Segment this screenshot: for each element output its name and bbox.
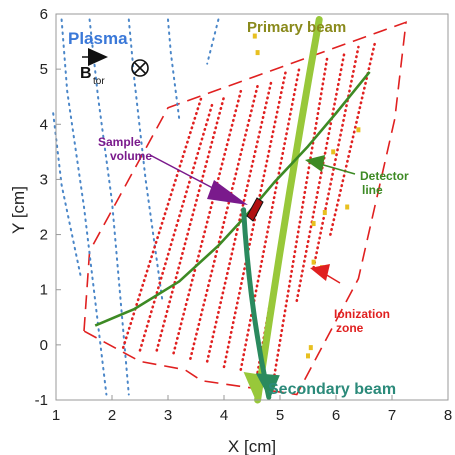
plot-frame	[55, 13, 449, 401]
marker-point-9	[345, 204, 350, 210]
y-tick-label-2: 1	[40, 282, 48, 299]
primary-beam-label: Primary beam	[247, 19, 346, 36]
ionization-trace-1	[138, 100, 215, 352]
field-lines-layer	[52, 18, 220, 396]
ticks-layer: 1 2 3 4 5 6 7 8 -1 0 1 2 3 4 5 6	[35, 6, 453, 424]
b-symbol-label: B	[80, 65, 92, 82]
marker-point-10	[356, 127, 361, 133]
ionization-zone-label-1: Ionization	[334, 307, 390, 321]
beams-layer	[94, 16, 371, 404]
ionization-trace-4	[189, 84, 259, 360]
x-tick-label-3: 4	[220, 407, 228, 424]
x-tick-label-4: 5	[276, 407, 284, 424]
ionization-zone-arrowhead-icon	[310, 264, 330, 281]
ionization-zone-arrow	[324, 273, 341, 284]
b-direction-arrow-icon	[88, 48, 108, 66]
field-line-4	[206, 18, 220, 65]
y-tick-label-3: 2	[40, 227, 48, 244]
x-tick-label-5: 6	[332, 407, 340, 424]
sample-volume-marker	[246, 197, 264, 222]
field-line-2	[127, 18, 164, 302]
ionization-trace-5	[205, 78, 273, 363]
field-line-0	[60, 18, 108, 396]
detector-line-label-2: line	[362, 183, 383, 197]
secondary-beam-label: Secondary beam	[268, 381, 396, 398]
x-tick-label-1: 2	[108, 407, 116, 424]
ionization-trace-2	[155, 95, 226, 352]
ionization-trace-3	[172, 89, 243, 355]
primary-beam-line	[254, 16, 323, 404]
into-page-cross-b	[133, 61, 147, 75]
marker-point-2	[311, 259, 316, 265]
y-tick-label-0: -1	[35, 392, 48, 409]
x-axis-title: X [cm]	[228, 437, 276, 455]
x-tick-label-6: 7	[388, 407, 396, 424]
x-tick-label-7: 8	[444, 407, 452, 424]
detector-line-arrowhead-icon	[305, 155, 325, 172]
field-line-5	[52, 112, 83, 280]
ionization-trace-7	[239, 65, 301, 371]
ionization-trace-9	[273, 54, 329, 377]
detector-line-label-1: Detector	[360, 169, 409, 183]
b-subscript-label: tor	[93, 76, 105, 87]
y-tick-label-6: 5	[40, 61, 48, 78]
ionization-zone-outline	[83, 21, 407, 396]
y-tick-label-1: 0	[40, 337, 48, 354]
into-page-icon	[131, 59, 149, 77]
detector-line-arrow	[319, 163, 356, 175]
y-tick-label-7: 6	[40, 6, 48, 23]
b-toroidal-symbol: B tor	[80, 48, 149, 87]
ionization-traces-layer	[121, 40, 377, 377]
ionization-trace-6	[222, 70, 287, 369]
marker-point-6	[306, 353, 310, 359]
x-tick-label-0: 1	[52, 407, 60, 424]
field-line-3	[167, 18, 181, 120]
secondary-beam-arrowhead-icon	[255, 373, 280, 400]
marker-point-0	[252, 33, 257, 39]
sample-volume-label-2: volume	[110, 149, 152, 163]
marker-point-1	[255, 50, 260, 56]
secondary-beam-line	[241, 207, 272, 400]
y-tick-label-4: 3	[40, 171, 48, 188]
sample-volume-label-1: Sample	[98, 135, 141, 149]
marker-point-5	[308, 345, 313, 351]
marker-point-8	[331, 149, 336, 155]
plasma-label: Plasma	[68, 29, 128, 48]
ionization-zone-label-2: zone	[336, 321, 364, 335]
marker-point-4	[322, 210, 327, 216]
ionization-zone-layer	[83, 21, 407, 396]
y-tick-label-5: 4	[40, 116, 48, 133]
x-tick-label-2: 3	[164, 407, 172, 424]
ionization-trace-0	[121, 95, 203, 349]
sample-volume-arrowhead-icon	[207, 180, 248, 205]
ionization-trace-10	[295, 51, 346, 303]
y-axis-title: Y [cm]	[9, 186, 28, 234]
marker-point-7	[311, 221, 316, 227]
